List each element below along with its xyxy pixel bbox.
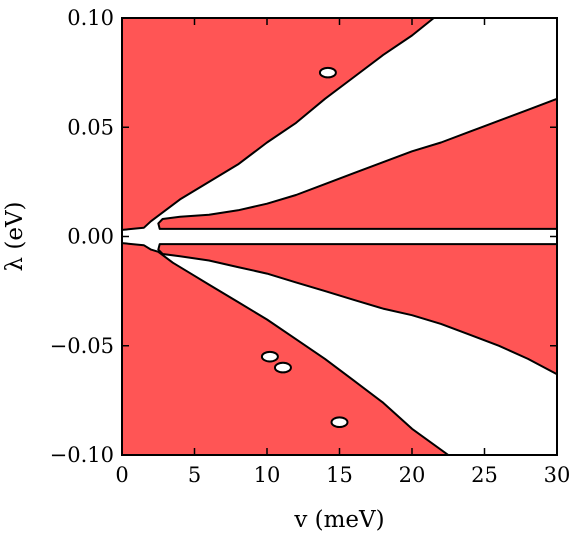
y-tick-label: 0.10: [67, 6, 114, 30]
x-tick-label: 10: [254, 463, 281, 487]
x-tick-label: 20: [399, 463, 426, 487]
region-hole-1: [318, 66, 337, 79]
y-tick-label: 0.00: [67, 225, 114, 249]
y-tick-label: −0.10: [50, 443, 114, 467]
plot-area: [122, 18, 557, 455]
y-axis-label: λ (eV): [2, 201, 28, 271]
y-tick-label: −0.05: [50, 334, 114, 358]
region-upper-right: [157, 97, 557, 230]
region-upper-left: [122, 18, 435, 231]
y-axis: 0.10 0.05 0.00 −0.05 −0.10: [50, 6, 557, 467]
region-lower-right: [157, 243, 557, 376]
x-tick-label: 0: [115, 463, 128, 487]
x-tick-label: 30: [544, 463, 571, 487]
region-lower-left: [122, 242, 450, 455]
y-tick-label: 0.05: [67, 115, 114, 139]
region-hole-3: [273, 361, 292, 374]
region-hole-4: [330, 416, 349, 429]
x-tick-label: 5: [188, 463, 201, 487]
x-tick-label: 25: [471, 463, 498, 487]
x-axis-label: v (meV): [293, 507, 384, 533]
x-tick-label: 15: [326, 463, 353, 487]
region-hole-2: [260, 350, 279, 363]
x-axis: 0 5 10 15 20 25 30: [115, 18, 570, 487]
